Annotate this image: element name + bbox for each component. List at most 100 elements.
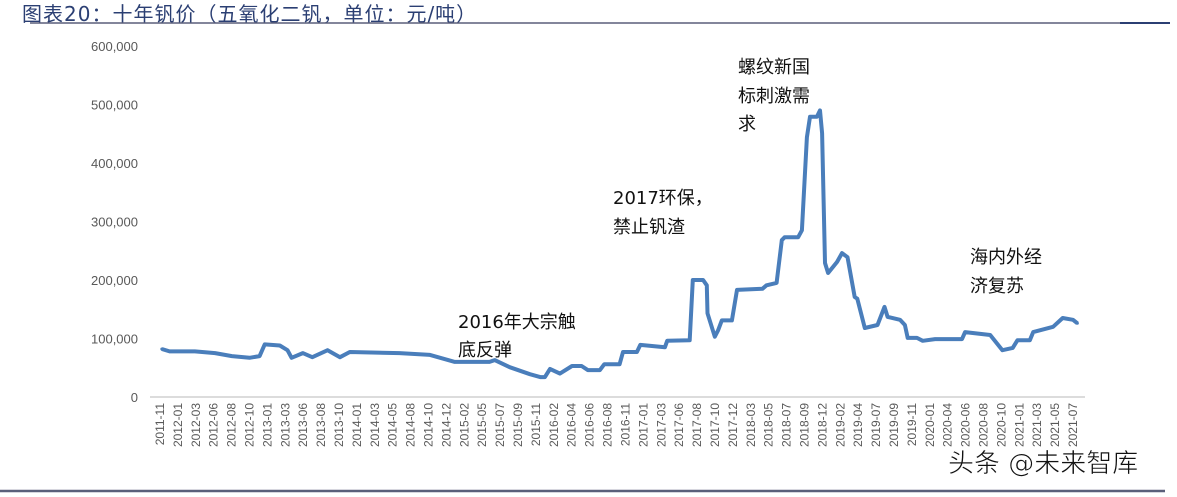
data-point	[760, 287, 764, 291]
data-point	[688, 338, 692, 342]
data-point	[570, 364, 574, 368]
x-tick-label: 2014-10	[422, 403, 436, 447]
y-tick-label: 300,000	[91, 215, 138, 230]
annotation-line: 标刺激需	[738, 86, 810, 107]
x-tick-label: 2019-04	[851, 403, 865, 447]
data-point	[247, 356, 251, 360]
data-point	[988, 333, 992, 337]
data-point	[398, 351, 402, 355]
data-point	[875, 323, 879, 327]
data-point	[493, 358, 497, 362]
data-point	[863, 326, 867, 330]
data-point	[805, 135, 809, 139]
x-tick-label: 2018-07	[780, 403, 794, 447]
data-point	[548, 367, 552, 371]
data-point	[538, 375, 542, 379]
x-tick-label: 2013-06	[296, 403, 310, 447]
data-point	[1028, 338, 1032, 342]
data-point	[213, 351, 217, 355]
data-point	[765, 283, 769, 287]
data-point	[665, 339, 669, 343]
data-point	[796, 235, 800, 239]
x-tick-label: 2016-11	[618, 403, 632, 446]
data-point	[168, 349, 172, 353]
annotation-line: 2017环保，	[613, 188, 713, 209]
x-tick-label: 2020-06	[959, 403, 973, 447]
data-point	[508, 365, 512, 369]
data-point	[1000, 348, 1004, 352]
data-point	[845, 255, 849, 259]
annotation-2018: 螺纹新国 标刺激需 求	[738, 57, 810, 135]
data-point	[960, 337, 964, 341]
data-point	[933, 337, 937, 341]
x-tick-label: 2019-02	[833, 403, 847, 447]
data-point	[488, 360, 492, 364]
data-point	[921, 339, 925, 343]
data-point	[310, 355, 314, 359]
data-point	[301, 351, 305, 355]
data-point	[580, 364, 584, 368]
x-tick-label: 2018-03	[744, 403, 758, 447]
x-tick-label: 2014-12	[439, 403, 453, 447]
data-point	[735, 288, 739, 292]
x-tick-label: 2017-10	[708, 403, 722, 447]
x-tick-label: 2012-03	[189, 403, 203, 447]
data-point	[820, 131, 824, 135]
x-tick-label: 2020-10	[994, 403, 1008, 447]
watermark: 头条 @未来智库	[948, 449, 1138, 479]
data-point	[713, 335, 717, 339]
data-point	[558, 372, 562, 376]
data-point	[1031, 330, 1035, 334]
x-tick-label: 2018-12	[815, 403, 829, 447]
data-point	[963, 330, 967, 334]
data-point	[818, 108, 822, 112]
data-point	[193, 349, 197, 353]
x-tick-label: 2020-04	[941, 403, 955, 447]
data-point	[638, 343, 642, 347]
data-point	[730, 318, 734, 322]
x-tick-label: 2017-03	[654, 403, 668, 447]
data-point	[780, 238, 784, 242]
annotation-line: 济复苏	[970, 276, 1024, 297]
data-point	[602, 362, 606, 366]
x-tick-label: 2011-11	[153, 403, 167, 446]
x-tick-label: 2021-03	[1030, 403, 1044, 447]
data-point	[586, 368, 590, 372]
data-point	[823, 261, 827, 265]
data-point	[1015, 338, 1019, 342]
data-point	[855, 297, 859, 301]
data-point	[635, 350, 639, 354]
x-tick-label: 2015-09	[511, 403, 525, 447]
data-point	[716, 328, 720, 332]
x-tick-label: 2018-05	[762, 403, 776, 447]
annotation-line: 底反弹	[458, 340, 512, 361]
y-tick-label: 400,000	[91, 156, 138, 171]
y-tick-label: 500,000	[91, 98, 138, 113]
x-tick-label: 2017-01	[636, 403, 650, 447]
data-point	[705, 283, 709, 287]
data-point	[663, 345, 667, 349]
data-point	[1061, 316, 1065, 320]
data-point	[428, 353, 432, 357]
annotation-line: 禁止钒渣	[613, 217, 685, 238]
data-point	[906, 336, 910, 340]
data-point	[808, 115, 812, 119]
x-tick-label: 2021-01	[1012, 403, 1026, 447]
x-tick-label: 2012-10	[243, 403, 257, 447]
annotation-2017: 2017环保， 禁止钒渣	[613, 188, 713, 238]
x-tick-label: 2017-06	[672, 403, 686, 447]
data-point	[800, 228, 804, 232]
series-line	[161, 108, 1079, 380]
data-point	[835, 260, 839, 264]
data-point	[598, 368, 602, 372]
x-tick-label: 2013-01	[260, 403, 274, 447]
data-point	[1011, 346, 1015, 350]
x-tick-label: 2015-02	[457, 403, 471, 447]
data-point	[701, 278, 705, 282]
annotation-2020: 海内外经 济复苏	[970, 247, 1042, 297]
x-tick-label: 2017-12	[726, 403, 740, 447]
data-point	[1051, 325, 1055, 329]
x-tick-label: 2012-08	[225, 403, 239, 447]
data-point	[898, 318, 902, 322]
x-tick-label: 2014-08	[404, 403, 418, 447]
